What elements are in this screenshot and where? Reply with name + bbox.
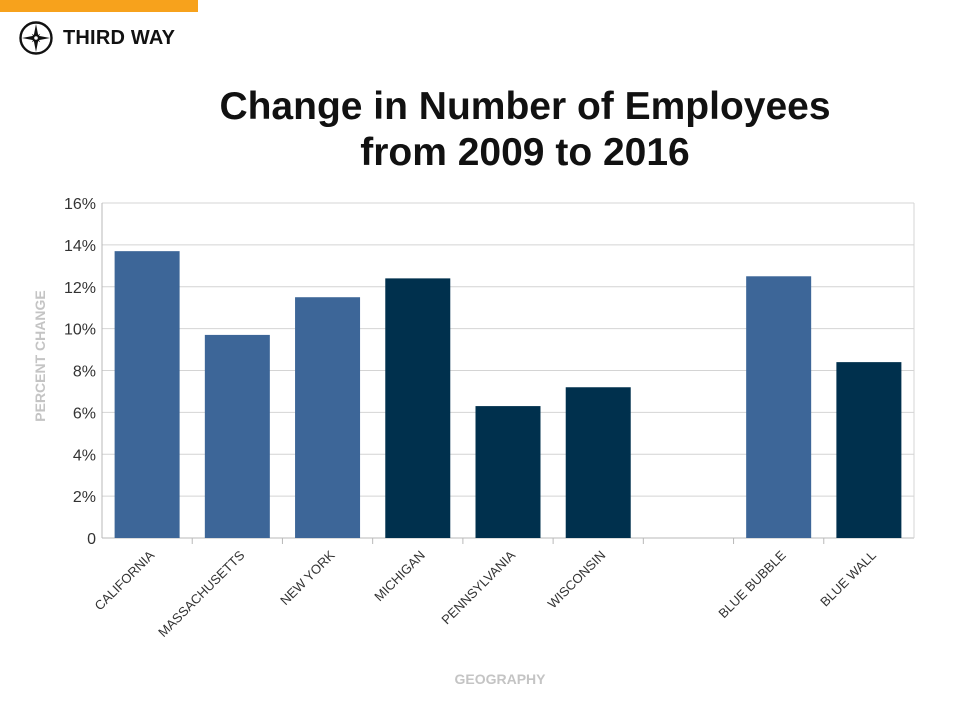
x-axis-title: GEOGRAPHY [454,671,546,687]
x-tick-label: MICHIGAN [371,548,428,605]
y-tick-label: 0 [87,531,96,548]
bar [836,362,902,538]
y-tick-label: 6% [73,405,96,422]
bar [295,297,361,538]
accent-bar [0,0,198,12]
x-tick-label: BLUE BUBBLE [715,547,789,621]
brand-name: THIRD WAY [63,26,176,49]
compass-star-icon [19,21,53,55]
bar [565,387,631,538]
x-tick-label: PENNSYLVANIA [438,547,518,627]
x-tick-label: NEW YORK [277,547,338,608]
bar [385,278,451,538]
bar [204,334,270,538]
y-tick-label: 4% [73,447,96,464]
x-tick-label: CALIFORNIA [91,547,157,613]
y-tick-label: 8% [73,364,96,381]
y-tick-label: 12% [64,280,96,297]
chart-title-line-2: from 2009 to 2016 [360,131,690,174]
x-tick-label: MASSACHUSETTS [155,547,248,640]
y-tick-label: 2% [73,489,96,506]
x-tick-label: BLUE WALL [817,548,879,610]
bar [746,276,812,538]
chart-title-line-1: Change in Number of Employees [219,85,831,128]
bar [114,251,180,538]
y-axis-title: PERCENT CHANGE [32,290,48,421]
chart-title: Change in Number of Employees from 2009 … [0,84,960,176]
y-tick-label: 16% [64,196,96,213]
y-tick-label: 14% [64,238,96,255]
x-tick-label: WISCONSIN [545,548,609,612]
bar [475,406,541,538]
brand-logo[interactable]: THIRD WAY [18,20,175,56]
y-tick-label: 10% [64,322,96,339]
